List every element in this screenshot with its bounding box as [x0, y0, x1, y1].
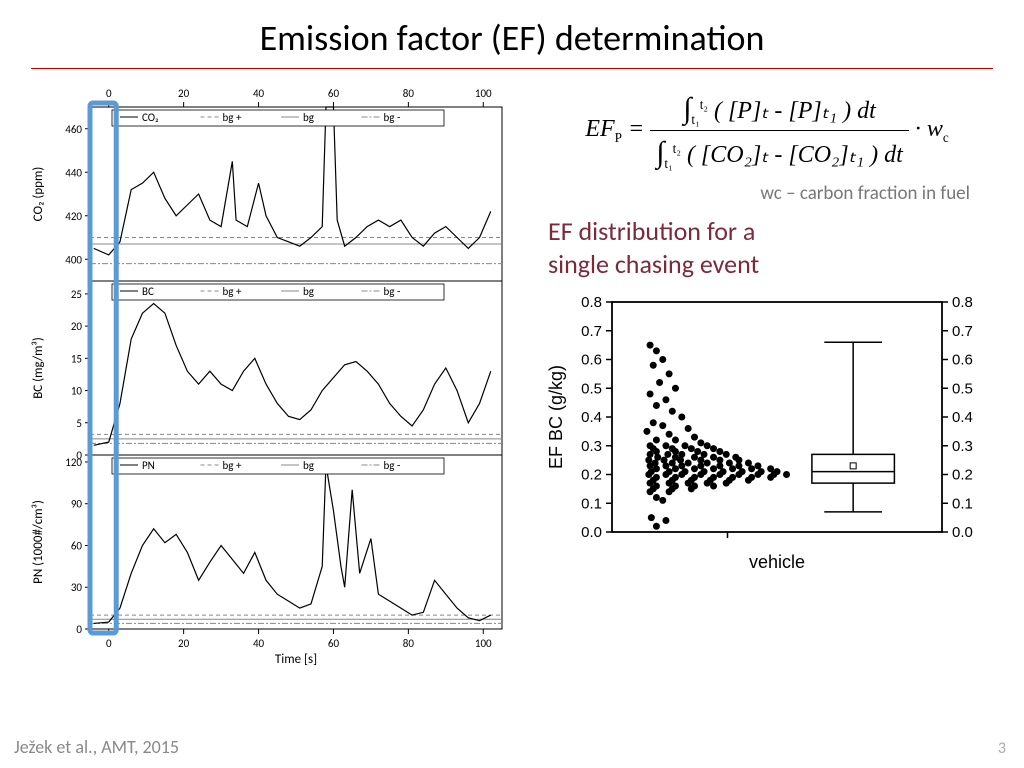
svg-text:20: 20 [178, 637, 190, 650]
svg-text:0.8: 0.8 [952, 294, 973, 311]
svg-text:EF BC (g/kg): EF BC (g/kg) [546, 365, 566, 469]
svg-text:bg +: bg + [223, 285, 242, 298]
svg-text:bg: bg [303, 111, 314, 124]
svg-text:bg -: bg - [384, 111, 401, 124]
svg-text:BC: BC [142, 285, 154, 298]
svg-text:40: 40 [253, 87, 265, 100]
right-column: EFP = ∫t₁t₂ ( [P]ₜ - [P]ₜ₁ ) dt ∫t₁t₂ ( … [534, 79, 1000, 669]
svg-text:0.7: 0.7 [952, 323, 973, 340]
svg-text:PN: PN [142, 459, 155, 472]
svg-text:0.7: 0.7 [581, 323, 602, 340]
svg-text:100: 100 [475, 637, 492, 650]
svg-text:440: 440 [65, 166, 82, 179]
svg-text:460: 460 [65, 123, 82, 136]
svg-text:15: 15 [71, 352, 82, 365]
timeseries-panels: 020406080100400420440460CO₂ (ppm)CO₂bg +… [24, 79, 514, 669]
svg-text:5: 5 [76, 417, 82, 430]
svg-text:25: 25 [71, 288, 82, 301]
svg-text:0.3: 0.3 [581, 438, 602, 455]
svg-text:bg +: bg + [223, 459, 242, 472]
content-row: 020406080100400420440460CO₂ (ppm)CO₂bg +… [0, 79, 1024, 669]
svg-text:400: 400 [65, 253, 82, 266]
ef-distribution-title: EF distribution for a single chasing eve… [548, 215, 1000, 280]
svg-text:80: 80 [403, 87, 415, 100]
equation-lhs: EFP = [585, 116, 650, 142]
svg-text:bg: bg [303, 459, 314, 472]
svg-text:30: 30 [71, 581, 83, 594]
svg-text:0.4: 0.4 [952, 409, 973, 426]
svg-text:0.8: 0.8 [581, 294, 602, 311]
citation: Ježek et al., AMT, 2015 [14, 736, 179, 758]
svg-text:0.5: 0.5 [952, 380, 973, 397]
svg-text:20: 20 [71, 320, 83, 333]
svg-text:0: 0 [106, 87, 112, 100]
equation-fraction: ∫t₁t₂ ( [P]ₜ - [P]ₜ₁ ) dt ∫t₁t₂ ( [CO₂]ₜ… [650, 89, 909, 172]
svg-text:0.0: 0.0 [952, 524, 973, 541]
svg-text:20: 20 [178, 87, 190, 100]
svg-text:bg: bg [303, 285, 314, 298]
svg-text:40: 40 [253, 637, 265, 650]
svg-text:100: 100 [475, 87, 492, 100]
ef-equation: EFP = ∫t₁t₂ ( [P]ₜ - [P]ₜ₁ ) dt ∫t₁t₂ ( … [534, 89, 1000, 172]
svg-text:0: 0 [106, 637, 112, 650]
svg-text:0.6: 0.6 [581, 352, 602, 369]
svg-text:0: 0 [76, 623, 82, 636]
svg-text:0.0: 0.0 [581, 524, 602, 541]
page-number: 3 [998, 739, 1006, 758]
svg-text:bg +: bg + [223, 111, 242, 124]
svg-text:80: 80 [403, 637, 415, 650]
slide-title: Emission factor (EF) determination [0, 0, 1024, 68]
svg-text:CO₂: CO₂ [142, 111, 159, 124]
svg-text:0.4: 0.4 [581, 409, 602, 426]
svg-text:0.6: 0.6 [952, 352, 973, 369]
svg-text:0.2: 0.2 [581, 467, 602, 484]
svg-text:120: 120 [65, 456, 82, 469]
svg-text:10: 10 [71, 385, 83, 398]
svg-text:0.1: 0.1 [581, 495, 602, 512]
title-rule [31, 68, 994, 69]
svg-text:PN (1000#/cm³): PN (1000#/cm³) [31, 500, 46, 584]
left-column: 020406080100400420440460CO₂ (ppm)CO₂bg +… [24, 79, 514, 669]
ef-boxplot: 0.0 0.0 0.1 0.1 0.2 0.2 0.3 0.3 0.4 0.4 0.5 0.5 0.6 0… [542, 290, 992, 580]
svg-text:CO₂ (ppm): CO₂ (ppm) [31, 167, 46, 222]
svg-text:0.1: 0.1 [952, 495, 973, 512]
svg-text:420: 420 [65, 210, 82, 223]
svg-text:bg -: bg - [384, 459, 401, 472]
svg-text:60: 60 [71, 539, 83, 552]
svg-text:vehicle: vehicle [749, 552, 805, 572]
svg-text:BC (mg/m³): BC (mg/m³) [31, 337, 46, 399]
svg-text:60: 60 [328, 637, 340, 650]
svg-text:Time [s]: Time [s] [275, 652, 317, 667]
equation-trailing: · wc [915, 116, 949, 142]
svg-text:0.5: 0.5 [581, 380, 602, 397]
svg-text:0.2: 0.2 [952, 467, 973, 484]
svg-text:60: 60 [328, 87, 340, 100]
svg-text:90: 90 [71, 498, 83, 511]
svg-text:0.3: 0.3 [952, 438, 973, 455]
svg-text:bg -: bg - [384, 285, 401, 298]
wc-caption: wc – carbon fraction in fuel [534, 182, 970, 205]
